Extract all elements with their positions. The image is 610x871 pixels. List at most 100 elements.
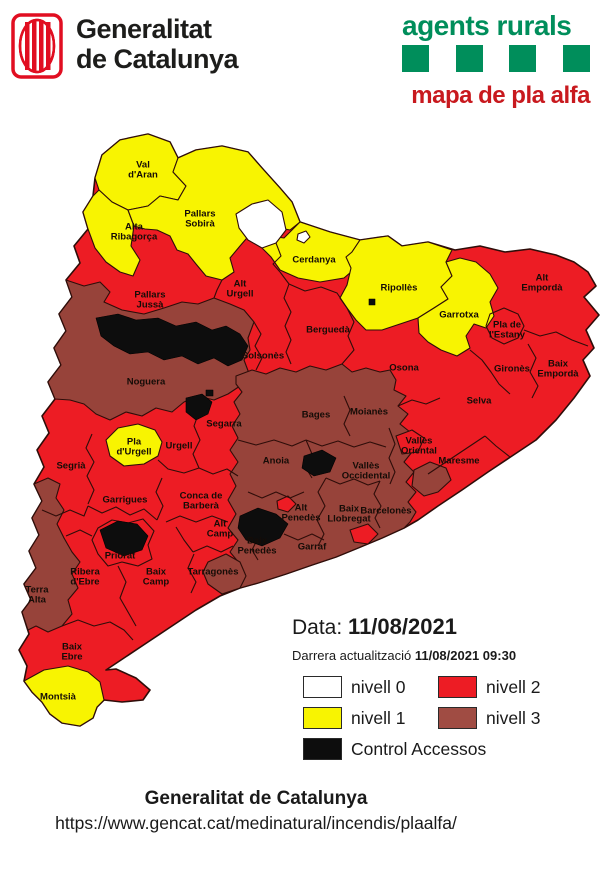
comarca-label: Baix Ebre — [61, 642, 82, 663]
org-title-line1: Generalitat — [76, 14, 212, 44]
updated-label: Darrera actualització — [292, 648, 412, 663]
comarca-label: Osona — [389, 363, 419, 374]
comarca-label: Baix Camp — [143, 567, 170, 588]
comarca-label: Solsonès — [242, 351, 284, 362]
comarca-label: Conca de Barberà — [180, 491, 223, 512]
org-title: Generalitat de Catalunya — [76, 14, 239, 75]
comarca-label: Vallès Oriental — [401, 436, 437, 457]
comarca-label: Baix Penedès — [237, 536, 276, 557]
comarca-label: Cerdanya — [292, 255, 336, 266]
legend-swatch-nivell0 — [303, 676, 342, 698]
legend-label: nivell 0 — [351, 676, 406, 697]
comarca-label: Garraf — [298, 542, 327, 553]
legend-row-nivell3: nivell 3 — [438, 707, 540, 729]
control-area-priorat — [99, 520, 149, 557]
footer-url[interactable]: https://www.gencat.cat/medinatural/incen… — [55, 813, 457, 833]
comarca-label: Anoia — [263, 456, 290, 467]
map-title: mapa de pla alfa — [411, 82, 590, 109]
comarca-label: Ripollès — [381, 283, 418, 294]
comarca-label: Ribera d'Ebre — [70, 567, 100, 588]
legend-label: nivell 3 — [486, 707, 541, 728]
region-tarragones-coast-brown — [202, 553, 247, 595]
legend-swatch-nivell1 — [303, 707, 342, 729]
green-square-icon — [562, 45, 590, 72]
comarca-label: Baix Llobregat — [327, 504, 371, 525]
agents-rurals-title: agents rurals — [402, 10, 572, 41]
comarca-label: Berguedà — [306, 325, 351, 336]
region-ripolles — [339, 235, 453, 331]
green-square-icon — [402, 45, 429, 72]
updated-value: 11/08/2021 09:30 — [414, 648, 517, 663]
legend-label: nivell 1 — [351, 707, 406, 728]
comarca-label: Alt Camp — [207, 519, 234, 540]
legend-row-control: Control Accessos — [303, 738, 486, 760]
llivia-enclave — [296, 230, 311, 244]
comarca-label: Alt Empordà — [521, 273, 563, 294]
comarca-label: Segrià — [56, 461, 86, 472]
comarca-label: Gironès — [494, 364, 530, 375]
comarca-label: Val d'Aran — [128, 160, 158, 181]
comarca-label: Maresme — [438, 456, 479, 467]
footer-title: Generalitat de Catalunya — [144, 788, 368, 809]
region-terra-alta-west-strip — [21, 477, 81, 633]
footer: Generalitat de Catalunya https://www.gen… — [0, 788, 512, 834]
comarca-label: Pallars Sobirà — [184, 209, 215, 230]
region-maresme-brown-patch — [411, 461, 452, 497]
region-alta-ribagorca — [82, 189, 141, 277]
andorra-notch — [235, 199, 287, 249]
generalitat-logo — [10, 12, 64, 85]
comarca-label: Alta Ribagorça — [111, 222, 158, 243]
date-label: Data: — [292, 616, 343, 639]
updated-line: Darrera actualització 11/08/2021 09:30 — [292, 648, 516, 663]
legend-label: nivell 2 — [486, 676, 541, 697]
region-garrotxa — [417, 257, 499, 357]
comarca-label: Tarragonès — [187, 567, 238, 578]
date-value: 11/08/2021 — [348, 614, 457, 639]
comarca-label: Selva — [467, 396, 493, 407]
comarca-label: Priorat — [105, 551, 136, 562]
org-title-line2: de Catalunya — [76, 44, 239, 75]
green-square-icon — [455, 45, 483, 72]
control-area-noguera-sud — [185, 393, 213, 421]
legend-row-nivell0: nivell 0 — [303, 676, 405, 698]
agents-rurals-squares — [402, 45, 590, 72]
control-area-speck-2 — [368, 298, 376, 306]
date-line: Data: 11/08/2021 — [292, 614, 457, 640]
comarca-label: Bages — [302, 410, 331, 421]
control-area-valles-occidental — [301, 449, 337, 477]
green-square-icon — [509, 45, 537, 72]
comarca-label: Moianès — [350, 407, 388, 418]
legend-row-nivell1: nivell 1 — [303, 707, 405, 729]
comarca-label: Pla d'Urgell — [117, 437, 152, 458]
generalitat-shield-icon — [11, 13, 63, 79]
legend-swatch-nivell3 — [438, 707, 477, 729]
comarca-labels: Val d'Aran Alta Ribagorça Pallars Sobirà Palla… — [25, 160, 579, 703]
comarca-label: Noguera — [127, 377, 166, 388]
comarca-label: Alt Penedès — [281, 503, 320, 524]
comarca-label: Vallès Occidental — [342, 461, 391, 482]
legend-swatch-nivell2 — [438, 676, 477, 698]
comarca-label: Pla de l'Estany — [489, 320, 526, 341]
comarca-label: Garrigues — [103, 495, 148, 506]
control-area-pallars-noguera — [95, 313, 249, 367]
comarca-borders — [41, 242, 589, 641]
legend-swatch-control — [303, 738, 342, 760]
legend-label: Control Accessos — [351, 738, 487, 759]
comarca-label: Pallars Jussà — [134, 290, 165, 311]
legend-row-nivell2: nivell 2 — [438, 676, 540, 698]
control-area-penedes — [237, 507, 289, 547]
patch-valles-oriental — [395, 429, 425, 455]
comarca-label: Barcelonès — [360, 506, 411, 517]
control-access-areas — [95, 298, 376, 557]
comarca-label: Montsià — [40, 692, 77, 703]
patch-llobregat-delta — [349, 523, 379, 545]
comarca-label: Urgell — [166, 441, 193, 452]
control-area-speck-1 — [205, 389, 214, 397]
comarca-label: Terra Alta — [25, 585, 49, 606]
comarca-label: Alt Urgell — [227, 279, 254, 300]
comarca-label: Segarra — [206, 419, 242, 430]
comarca-label: Baix Empordà — [537, 359, 579, 380]
region-montsia — [23, 665, 105, 727]
